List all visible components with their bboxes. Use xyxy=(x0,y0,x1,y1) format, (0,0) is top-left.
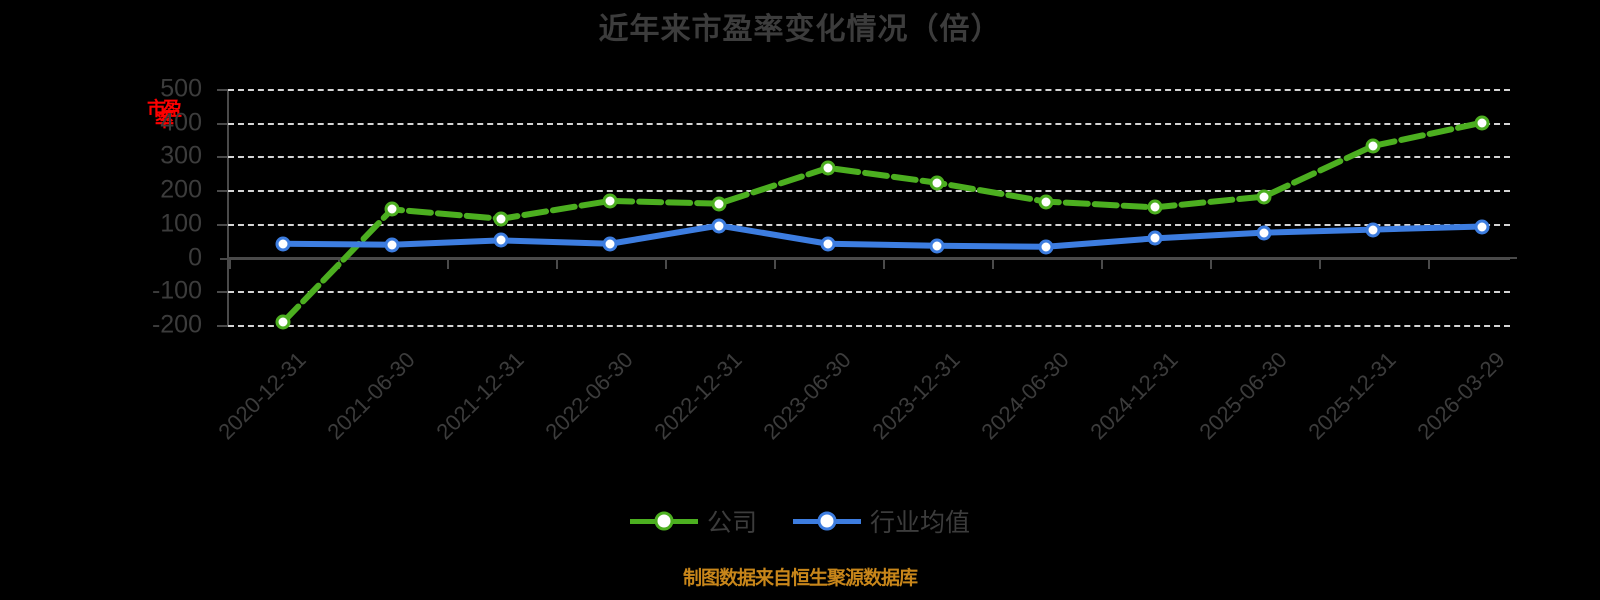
page-title: 近年来市盈率变化情况（倍） xyxy=(598,13,1002,46)
x-tick-mark xyxy=(229,257,231,269)
data-point-industry[interactable] xyxy=(1147,230,1163,246)
data-point-company[interactable] xyxy=(275,314,291,330)
data-point-company[interactable] xyxy=(711,196,727,212)
chart-legend: 公司 行业均值 xyxy=(0,503,1600,539)
y-tick-label: 400 xyxy=(160,108,202,137)
data-point-company[interactable] xyxy=(1256,189,1272,205)
legend-label: 行业均值 xyxy=(870,509,971,537)
y-tick-mark xyxy=(217,89,228,91)
gridline xyxy=(228,89,1510,91)
legend-marker-icon xyxy=(629,508,698,534)
y-tick-label: -200 xyxy=(151,310,202,339)
data-point-industry[interactable] xyxy=(929,238,945,254)
gridline xyxy=(228,156,1510,159)
y-tick-label: 200 xyxy=(160,175,202,204)
gridline xyxy=(228,223,1510,226)
data-point-company[interactable] xyxy=(602,193,618,209)
data-point-company[interactable] xyxy=(1365,138,1381,154)
x-tick-mark xyxy=(883,257,885,269)
x-tick-mark xyxy=(665,257,667,269)
legend-marker-icon xyxy=(793,508,861,534)
series-line-industry xyxy=(280,222,1485,250)
y-tick-label: 100 xyxy=(160,209,202,238)
data-point-industry[interactable] xyxy=(1256,225,1272,241)
series-line-company xyxy=(280,119,1485,326)
data-point-industry[interactable] xyxy=(711,218,727,234)
y-tick-label: 500 xyxy=(160,74,202,103)
data-point-industry[interactable] xyxy=(820,236,836,252)
x-tick-mark xyxy=(447,257,449,269)
data-point-industry[interactable] xyxy=(1038,239,1054,255)
x-tick-mark xyxy=(992,257,994,269)
y-tick-mark xyxy=(217,291,228,294)
data-point-industry[interactable] xyxy=(493,232,509,248)
zero-axis-line xyxy=(220,257,1510,260)
data-point-industry[interactable] xyxy=(275,236,291,252)
x-tick-mark xyxy=(1210,257,1212,269)
x-tick-mark xyxy=(1101,257,1103,269)
x-tick-mark xyxy=(1319,257,1321,269)
legend-label: 公司 xyxy=(706,509,757,537)
legend-item-company[interactable]: 公司 xyxy=(629,503,757,539)
y-tick-label: -100 xyxy=(151,276,202,305)
x-tick-mark xyxy=(556,257,558,269)
x-tick-mark xyxy=(1428,257,1430,269)
data-point-industry[interactable] xyxy=(1365,222,1381,238)
data-point-company[interactable] xyxy=(1147,199,1163,215)
plot-area: 500 400 300 200 100 0 -100 -200 2020-12-31 2021-… xyxy=(152,75,1517,444)
y-tick-mark xyxy=(217,223,228,226)
data-point-company[interactable] xyxy=(1038,194,1054,210)
gridline xyxy=(228,291,1510,294)
y-tick-label: 300 xyxy=(160,141,202,170)
y-tick-mark xyxy=(217,156,228,159)
data-point-industry[interactable] xyxy=(1474,219,1490,235)
data-point-industry[interactable] xyxy=(602,236,618,252)
legend-item-industry[interactable]: 行业均值 xyxy=(793,503,970,539)
y-tick-mark xyxy=(217,122,228,125)
gridline xyxy=(228,122,1510,125)
y-axis-line xyxy=(227,89,229,325)
gridline xyxy=(228,190,1510,193)
data-point-company[interactable] xyxy=(929,175,945,191)
series-layer xyxy=(280,119,1485,326)
data-point-company[interactable] xyxy=(820,160,836,176)
data-point-industry[interactable] xyxy=(384,237,400,253)
x-tick-mark xyxy=(774,257,776,269)
data-point-company[interactable] xyxy=(384,201,400,217)
footer-note: 制图数据来自恒生聚源数据库 xyxy=(682,568,918,589)
y-tick-mark xyxy=(217,325,228,327)
y-axis-label-overlapped: 市盈率 xyxy=(146,99,182,131)
y-tick-mark xyxy=(217,190,228,193)
y-tick-label: 0 xyxy=(188,243,202,272)
data-point-company[interactable] xyxy=(1474,115,1490,131)
data-point-company[interactable] xyxy=(493,211,509,227)
gridline xyxy=(228,325,1510,327)
